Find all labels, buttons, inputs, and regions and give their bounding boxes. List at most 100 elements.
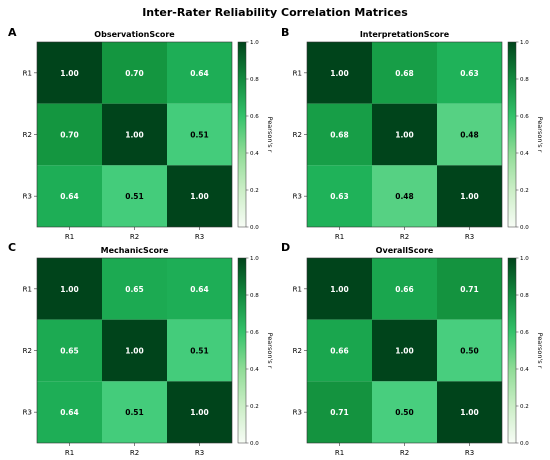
x-tick-label: R1 [65,233,74,241]
colorbar-tick-label: 0.4 [250,151,259,157]
panel-title: MechanicScore [101,246,169,255]
heatmap-cell [37,165,102,227]
y-tick-label: R1 [293,285,302,293]
cell-value-label: 0.64 [190,285,209,294]
heatmap-cell [437,258,502,320]
figure-title: Inter-Rater Reliability Correlation Matr… [142,6,408,19]
colorbar [507,257,517,444]
colorbar-tick-label: 0.0 [520,225,529,231]
colorbar-tick-label: 0.4 [520,151,529,157]
heatmap-cell [307,258,372,320]
colorbar-tick-label: 0.2 [520,404,529,410]
cell-value-label: 0.51 [125,192,144,201]
colorbar-label: Pearson's r [266,333,274,369]
heatmap-cell [102,319,167,382]
heatmap-cell [102,42,167,104]
heatmap-cell [102,103,167,166]
y-tick-label: R3 [23,193,32,201]
cell-value-label: 0.68 [330,131,349,140]
colorbar-tick-label: 0.2 [250,188,259,194]
heatmap-cell [372,103,437,166]
y-tick-label: R1 [293,69,302,77]
cell-value-label: 1.00 [395,131,414,140]
panel-title: ObservationScore [94,30,175,39]
colorbar-tick-label: 1.0 [250,40,259,46]
x-tick-label: R2 [130,449,139,457]
heatmap-panel-c: C MechanicScore 1.00 0.65 0.64 0.65 1.00 0.51 0.… [8,241,274,457]
heatmap-cell [437,103,502,166]
x-tick-label: R1 [335,449,344,457]
colorbar-tick-label: 0.8 [250,293,259,299]
y-tick-label: R3 [23,409,32,417]
colorbar-label: Pearson's r [536,333,544,369]
heatmap-cell [37,381,102,443]
colorbar-tick-label: 0.6 [250,330,259,336]
x-tick-label: R3 [195,449,204,457]
heatmap-panel-a: A ObservationScore 1.00 0.70 0.64 0.70 1.00 0.5… [8,26,274,241]
colorbar-tick-label: 0.6 [250,114,259,120]
heatmap-cell [37,103,102,166]
heatmap-panel-d: D OverallScore 1.00 0.66 0.71 0.66 1.00 0.50 0.7… [281,241,544,457]
panel-label: C [8,241,16,254]
colorbar [237,257,247,444]
heatmap-cell [372,42,437,104]
colorbar-tick-label: 0.2 [520,188,529,194]
x-tick-label: R3 [465,449,474,457]
colorbar-tick-label: 0.8 [520,77,529,83]
cell-value-label: 1.00 [460,408,479,417]
cell-value-label: 1.00 [460,192,479,201]
colorbar [507,41,517,228]
heatmap-cell [372,258,437,320]
cell-value-label: 0.64 [60,408,79,417]
cell-value-label: 0.50 [460,347,479,356]
heatmap-cell [167,42,232,104]
heatmap-cell [167,103,232,166]
cell-value-label: 0.51 [190,347,209,356]
y-tick-label: R1 [23,69,32,77]
heatmap-cell [167,319,232,382]
cell-value-label: 0.66 [330,347,349,356]
colorbar-label: Pearson's r [536,117,544,153]
cell-value-label: 0.64 [190,69,209,78]
cell-value-label: 0.70 [125,69,144,78]
cell-value-label: 1.00 [125,347,144,356]
cell-value-label: 1.00 [60,69,79,78]
panel-label: A [8,26,17,39]
heatmap-cell [437,381,502,443]
colorbar-tick-label: 0.2 [250,404,259,410]
colorbar-tick-label: 0.0 [250,225,259,231]
panel-label: D [281,241,290,254]
heatmap-cell [372,319,437,382]
cell-value-label: 1.00 [190,408,209,417]
cell-value-label: 0.48 [460,131,479,140]
panel-title: OverallScore [376,246,434,255]
panel-label: B [281,26,289,39]
cell-value-label: 1.00 [330,285,349,294]
heatmap-cell [167,258,232,320]
heatmap-cell [307,165,372,227]
colorbar [237,41,247,228]
heatmap-cell [307,103,372,166]
cell-value-label: 1.00 [190,192,209,201]
x-tick-label: R1 [65,449,74,457]
x-tick-label: R1 [335,233,344,241]
cell-value-label: 0.68 [395,69,414,78]
colorbar-tick-label: 0.4 [250,367,259,373]
heatmap-cell [102,165,167,227]
heatmap-panels: A ObservationScore 1.00 0.70 0.64 0.70 1.00 0.5… [8,26,544,457]
cell-value-label: 0.50 [395,408,414,417]
cell-value-label: 0.65 [60,347,79,356]
cell-value-label: 0.48 [395,192,414,201]
heatmap-cell [437,319,502,382]
x-tick-label: R2 [130,233,139,241]
colorbar-tick-label: 0.6 [520,330,529,336]
heatmap-cell [307,381,372,443]
heatmap-cell [437,165,502,227]
panel-title: InterpretationScore [360,30,450,39]
x-tick-label: R3 [465,233,474,241]
heatmap-cell [167,165,232,227]
heatmap-cell [307,319,372,382]
cell-value-label: 0.71 [330,408,349,417]
heatmap-cell [307,42,372,104]
